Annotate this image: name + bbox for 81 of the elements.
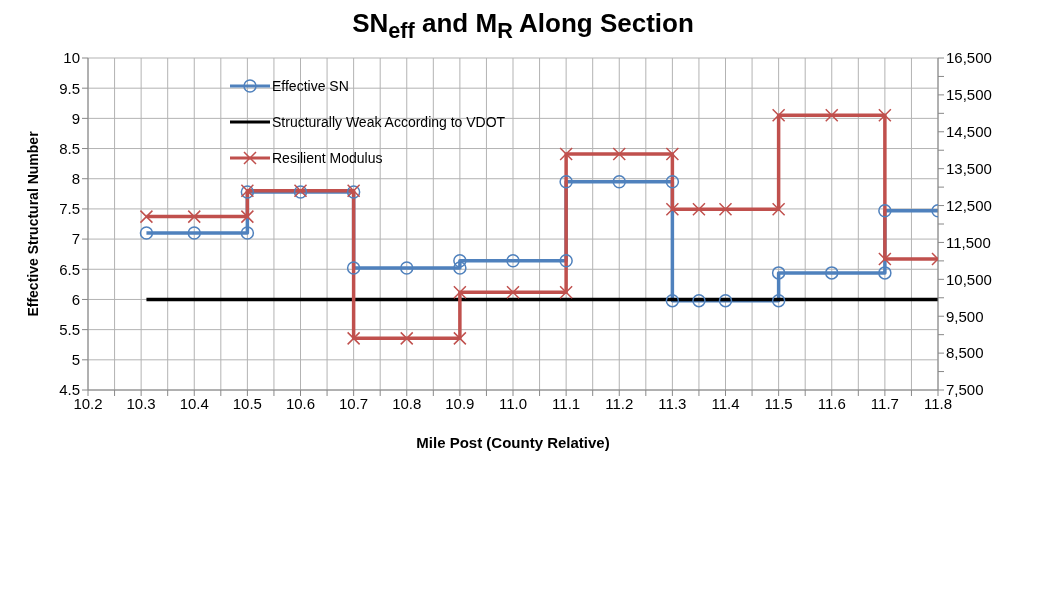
point (453, 261, 467, 275)
point (453, 254, 467, 268)
point (665, 293, 680, 308)
point (692, 293, 706, 308)
y-tick-label: 7.5 (59, 200, 80, 218)
x-tick-label: 10.5 (232, 394, 262, 412)
point (718, 293, 733, 308)
point (665, 147, 680, 161)
point (878, 252, 892, 266)
point (559, 175, 573, 189)
y-tick-label: 6.5 (59, 260, 80, 278)
x-tick-label: 10.8 (392, 394, 422, 412)
point (559, 147, 573, 161)
point (400, 261, 414, 275)
point (612, 147, 626, 161)
point (453, 285, 467, 299)
point (878, 203, 892, 218)
point (346, 261, 361, 275)
y-tick-label: 5.5 (59, 320, 80, 338)
point (771, 293, 786, 308)
y2-tick-label: 13,500 (946, 159, 992, 177)
point (665, 202, 680, 216)
y-tick-label: 10 (63, 49, 80, 67)
point (825, 108, 839, 122)
legend-label: Structurally Weak According to VDOT (272, 114, 506, 130)
y-tick-label: 7 (71, 230, 80, 248)
x-tick-label: 10.6 (285, 394, 316, 412)
point (612, 175, 626, 189)
y-tick-label: 8.5 (59, 139, 80, 157)
y2-tick-label: 10,500 (946, 270, 992, 288)
y-tick-label: 8 (71, 170, 80, 188)
point (139, 226, 154, 240)
x-tick-label: 10.7 (339, 394, 369, 412)
y-tick-label: 9.5 (59, 79, 80, 97)
point (559, 285, 573, 299)
point (771, 202, 786, 216)
x-tick-label: 11.6 (817, 394, 846, 412)
point (692, 202, 706, 216)
x-tick-label: 11.1 (552, 394, 581, 412)
point (506, 285, 520, 299)
y2-tick-label: 14,500 (946, 123, 992, 141)
legend-label: Effective SN (272, 78, 349, 94)
point (187, 226, 201, 240)
point (825, 266, 839, 280)
x-tick-label: 11.4 (711, 394, 740, 412)
x-tick-label: 10.3 (126, 394, 156, 412)
point (718, 202, 733, 216)
point (771, 266, 786, 280)
y2-tick-label: 8,500 (946, 344, 984, 362)
x-tick-label: 11.5 (764, 394, 793, 412)
x-tick-label: 11.3 (658, 394, 687, 412)
point (187, 209, 201, 224)
point (400, 331, 414, 346)
y-tick-label: 5 (71, 351, 80, 369)
y2-tick-label: 12,500 (946, 196, 992, 214)
point (453, 331, 467, 346)
y2-tick-label: 16,500 (946, 49, 992, 67)
point (240, 209, 255, 224)
x-tick-label: 11.0 (498, 394, 528, 412)
point (346, 331, 361, 346)
chart-title: SN$_{eff}$ and M$_{R}$ Along Section (351, 8, 695, 46)
y-tick-label: 9 (71, 109, 80, 127)
point (139, 209, 154, 224)
y-axis-title: Effective Structural Number (24, 130, 41, 317)
x-tick-label: 11.2 (605, 394, 634, 412)
point (506, 254, 520, 268)
y-tick-label: 6 (71, 290, 80, 308)
legend-label: Resilient Modulus (272, 150, 383, 166)
x-tick-label: 11.7 (870, 394, 899, 412)
point (878, 266, 892, 280)
x-tick-label: 10.9 (445, 394, 475, 412)
y2-tick-label: 15,500 (946, 86, 992, 104)
y2-tick-label: 11,500 (946, 233, 991, 251)
point (771, 108, 786, 122)
x-tick-label: 10.4 (179, 394, 209, 412)
point (240, 226, 255, 240)
point (878, 108, 892, 122)
point (665, 175, 680, 189)
point (559, 254, 573, 268)
x-axis-title: Mile Post (County Relative) (416, 434, 610, 451)
y2-tick-label: 9,500 (946, 307, 984, 325)
